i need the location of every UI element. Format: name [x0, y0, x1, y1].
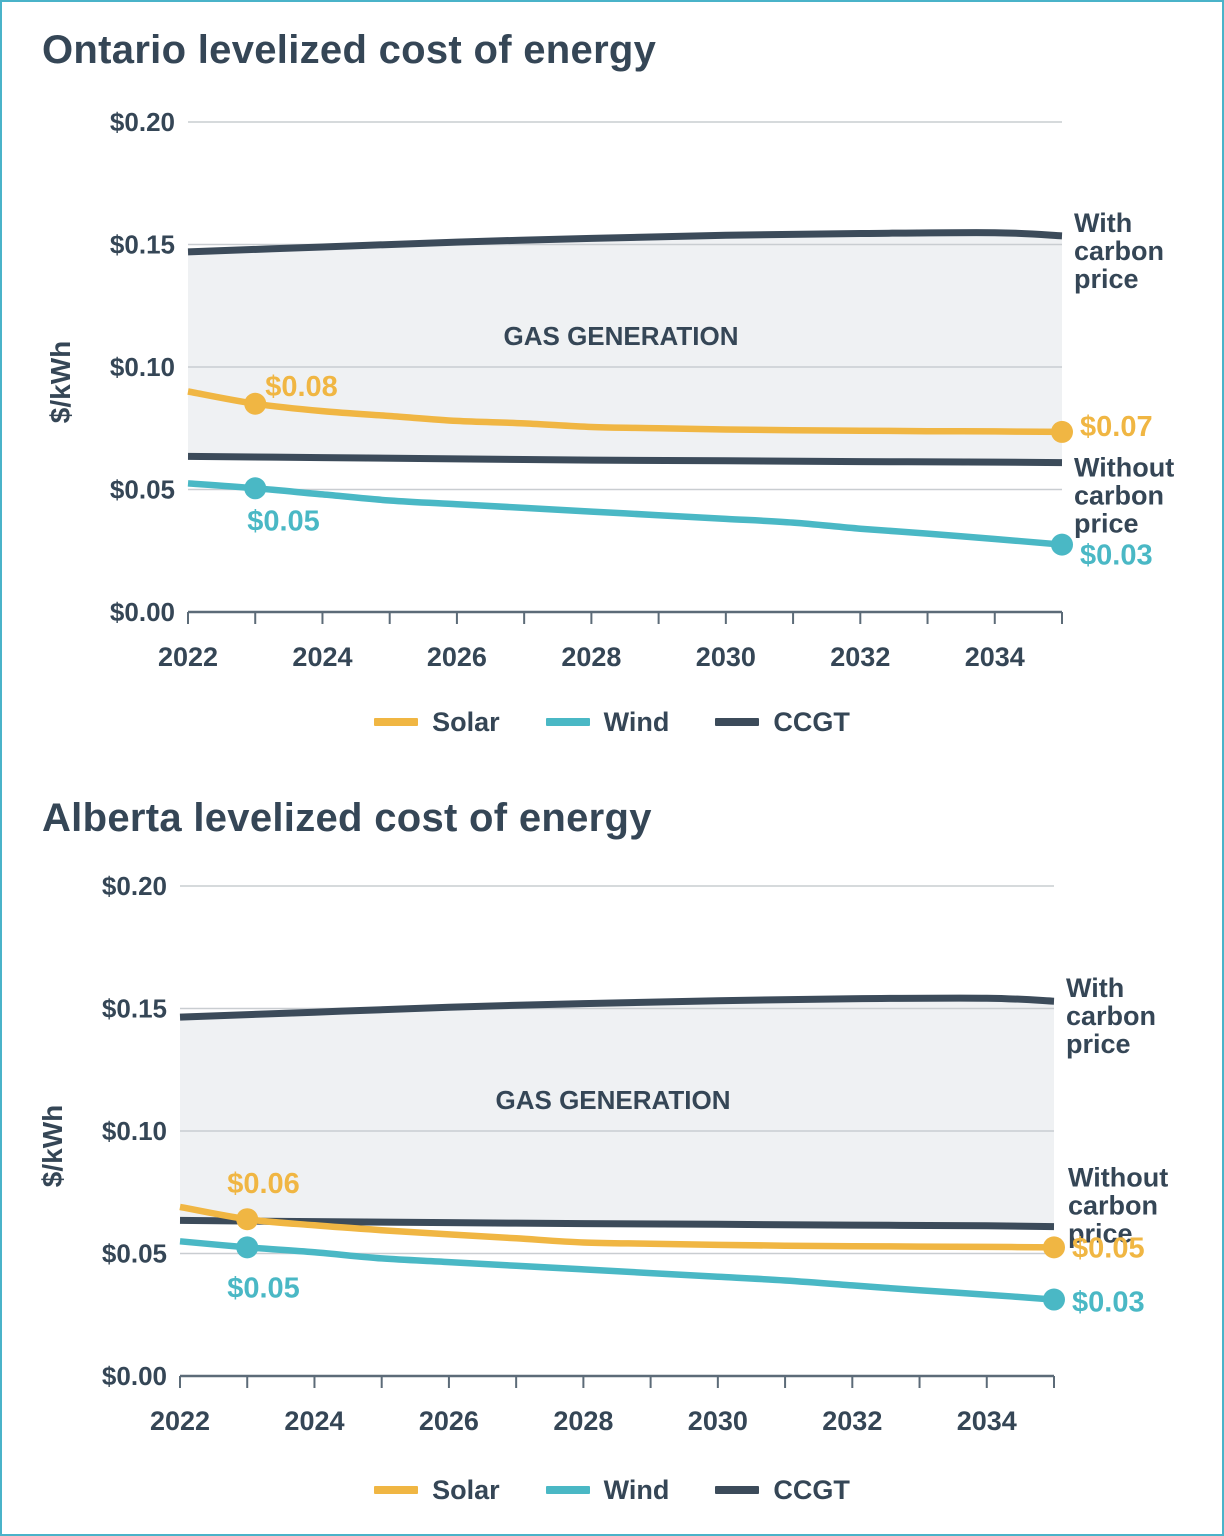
legend-swatch-wind — [545, 1486, 590, 1494]
x-tick-label: 2034 — [957, 1406, 1017, 1436]
x-tick-label: 2030 — [696, 642, 756, 672]
alberta-chart: $0.00 $0.05 $0.10 $0.15 $0.20 $/kWh 2022 2024 20… — [37, 871, 1168, 1436]
legend-label-wind: Wind — [603, 706, 670, 737]
ontario-chart: $0.00 $0.05 $0.10 $0.15 $0.20 $/kWh 2022 2024 20… — [45, 107, 1174, 672]
ontario-chart-panel: Ontario levelized cost of energy $0.00 $0… — [0, 28, 1224, 742]
solar-value-label: $0.05 — [1072, 1232, 1145, 1264]
legend-item-ccgt: CCGT — [715, 707, 850, 738]
with-carbon-price-label: With — [1066, 973, 1124, 1003]
y-tick-label: $0.10 — [110, 352, 175, 382]
y-axis-label: $/kWh — [45, 341, 76, 423]
solar-marker — [244, 392, 267, 415]
wind-value-label: $0.05 — [247, 505, 320, 537]
legend-swatch-solar — [374, 718, 419, 726]
legend-item-solar: Solar — [374, 1475, 500, 1506]
x-tick-label: 2026 — [419, 1406, 479, 1436]
y-tick-label: $0.10 — [102, 1116, 167, 1146]
legend-label-solar: Solar — [432, 706, 500, 737]
legend-swatch-wind — [545, 718, 590, 726]
wind-line — [179, 1238, 1055, 1303]
without-carbon-price-label: carbon — [1068, 1191, 1158, 1221]
x-tick-label: 2028 — [553, 1406, 613, 1436]
y-tick-label: $0.20 — [110, 107, 175, 137]
y-tick-label: $0.00 — [102, 1361, 167, 1391]
legend-item-ccgt: CCGT — [715, 1475, 850, 1506]
x-tick-label: 2022 — [158, 642, 218, 672]
x-tick-label: 2024 — [284, 1406, 344, 1436]
legend-label-ccgt: CCGT — [773, 1474, 850, 1505]
without-carbon-price-label: price — [1068, 1219, 1133, 1249]
gas-generation-label: GAS GENERATION — [504, 321, 739, 351]
alberta-chart-panel: Alberta levelized cost of energy $0.00 $0… — [0, 768, 1224, 1536]
legend-item-solar: Solar — [374, 707, 500, 738]
wind-value-label: $0.03 — [1080, 540, 1153, 572]
without-carbon-price-label: carbon — [1074, 481, 1164, 511]
wind-marker — [1043, 1288, 1065, 1311]
gas-generation-band — [180, 998, 1054, 1227]
solar-marker — [1043, 1236, 1065, 1259]
gas-generation-label: GAS GENERATION — [496, 1085, 731, 1115]
legend-swatch-ccgt — [715, 1486, 760, 1494]
y-tick-label: $0.05 — [102, 1239, 167, 1269]
wind-marker — [1051, 533, 1073, 556]
with-carbon-price-label: carbon — [1066, 1001, 1156, 1031]
x-tick-label: 2032 — [822, 1406, 882, 1436]
without-carbon-price-label: price — [1074, 509, 1139, 539]
solar-marker — [236, 1208, 259, 1231]
x-tick-label: 2032 — [830, 642, 890, 672]
y-tick-label: $0.00 — [110, 597, 175, 627]
wind-value-label: $0.05 — [227, 1272, 300, 1304]
ccgt-without-carbon-line — [179, 1216, 1055, 1231]
legend-label-ccgt: CCGT — [773, 706, 850, 737]
with-carbon-price-label: With — [1074, 208, 1132, 238]
wind-marker — [244, 477, 267, 500]
x-tick-label: 2026 — [427, 642, 487, 672]
y-tick-label: $0.15 — [110, 230, 175, 260]
wind-line — [187, 480, 1063, 548]
ccgt-with-carbon-line — [187, 229, 1063, 256]
solar-value-label: $0.08 — [265, 371, 338, 403]
wind-value-label: $0.03 — [1072, 1287, 1145, 1319]
ccgt-without-carbon-line — [187, 452, 1063, 467]
with-carbon-price-label: price — [1066, 1029, 1131, 1059]
x-tick-label: 2022 — [150, 1406, 210, 1436]
x-tick-label: 2030 — [688, 1406, 748, 1436]
without-carbon-price-label: Without — [1074, 453, 1174, 483]
chart-title: Ontario levelized cost of energy — [42, 28, 657, 72]
solar-line — [187, 388, 1063, 436]
ccgt-with-carbon-line — [179, 994, 1055, 1021]
solar-marker — [1051, 420, 1073, 443]
x-tick-label: 2028 — [561, 642, 621, 672]
y-axis-label: $/kWh — [37, 1105, 68, 1187]
x-tick-label: 2024 — [292, 642, 352, 672]
solar-value-label: $0.07 — [1080, 411, 1153, 443]
legend-swatch-ccgt — [715, 718, 760, 726]
chart-legend: Solar Wind CCGT — [0, 702, 1224, 742]
wind-marker — [236, 1236, 259, 1259]
legend-swatch-solar — [374, 1486, 419, 1494]
legend-item-wind: Wind — [545, 1474, 670, 1506]
chart-legend: Solar Wind CCGT — [0, 1470, 1224, 1510]
with-carbon-price-label: carbon — [1074, 236, 1164, 266]
solar-value-label: $0.06 — [227, 1168, 300, 1200]
y-tick-label: $0.20 — [102, 871, 167, 901]
legend-item-wind: Wind — [545, 706, 670, 738]
without-carbon-price-label: Without — [1068, 1163, 1168, 1193]
y-tick-label: $0.05 — [110, 475, 175, 505]
y-tick-label: $0.15 — [102, 994, 167, 1024]
legend-label-wind: Wind — [603, 1474, 670, 1505]
x-tick-label: 2034 — [965, 642, 1025, 672]
gas-generation-band — [188, 232, 1062, 463]
legend-label-solar: Solar — [432, 1474, 500, 1505]
chart-title: Alberta levelized cost of energy — [42, 796, 652, 840]
with-carbon-price-label: price — [1074, 264, 1139, 294]
solar-line — [179, 1203, 1055, 1251]
